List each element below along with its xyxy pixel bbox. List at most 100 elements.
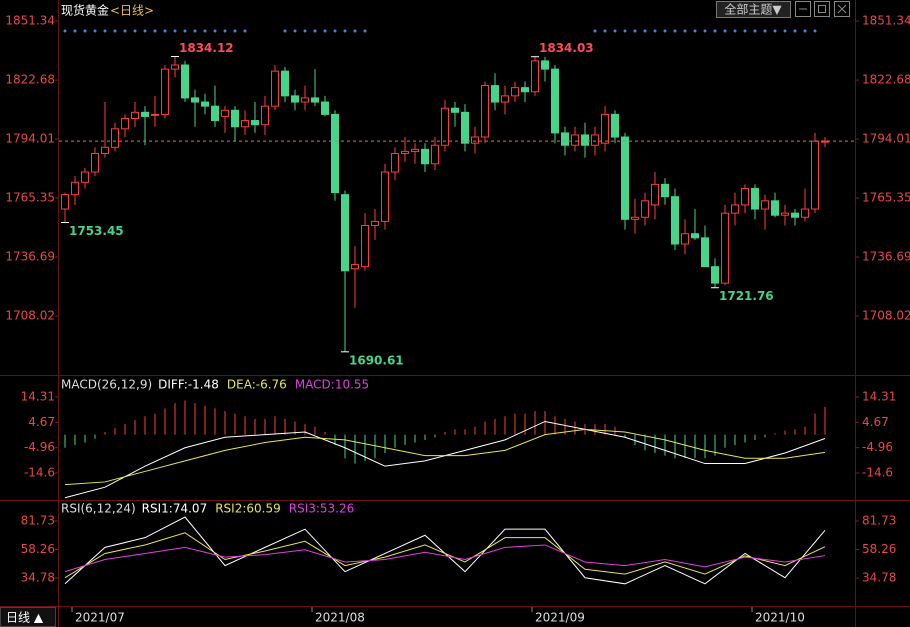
- indicator-line: [64, 544, 826, 573]
- candle-body: [221, 109, 229, 117]
- candle-body: [791, 212, 799, 218]
- legend-entry: RSI2:60.59: [215, 502, 281, 516]
- candle-body: [131, 111, 139, 119]
- event-dot: [293, 29, 297, 33]
- extreme-label: 1834.12: [179, 41, 234, 55]
- candle-body: [601, 113, 609, 144]
- theme-button-label[interactable]: 全部主题▼: [724, 2, 782, 17]
- y-tick-label: 34.78: [21, 571, 55, 585]
- event-dot: [693, 29, 697, 33]
- candle-body: [231, 109, 239, 128]
- candle-body: [521, 87, 529, 93]
- event-dot: [713, 29, 717, 33]
- event-dot: [83, 29, 87, 33]
- event-dot: [783, 29, 787, 33]
- event-dot: [773, 29, 777, 33]
- event-dot: [213, 29, 217, 33]
- legend-entry: MACD:10.55: [295, 378, 369, 392]
- y2-tick-label: 81.73: [862, 514, 896, 528]
- event-dot: [233, 29, 237, 33]
- extreme-label: 1690.61: [349, 353, 404, 367]
- event-dot: [603, 29, 607, 33]
- candle-body: [71, 181, 79, 196]
- candle-body: [351, 264, 359, 270]
- extreme-label: 1753.45: [69, 224, 124, 238]
- candle-body: [261, 105, 269, 126]
- candle-body: [311, 97, 319, 103]
- event-dot: [633, 29, 637, 33]
- candle-body: [371, 220, 379, 226]
- y2-tick-label: 14.31: [862, 390, 896, 404]
- candle-body: [421, 148, 429, 165]
- candle-body: [301, 97, 309, 103]
- candle-body: [631, 216, 639, 220]
- y2-tick-label: 58.26: [862, 542, 896, 556]
- event-dot: [813, 29, 817, 33]
- candle-body: [761, 200, 769, 210]
- indicator-line: [64, 428, 826, 486]
- candle-body: [461, 111, 469, 144]
- candle-body: [741, 187, 749, 206]
- event-dot: [313, 29, 317, 33]
- theme-button[interactable]: [716, 1, 791, 18]
- event-dot: [353, 29, 357, 33]
- minimize-button[interactable]: [795, 1, 811, 17]
- candle-body: [151, 113, 159, 116]
- candle-body: [101, 146, 109, 154]
- event-dot: [113, 29, 117, 33]
- candle-body: [671, 196, 679, 245]
- event-dot: [163, 29, 167, 33]
- candle-body: [701, 237, 709, 268]
- event-dot: [793, 29, 797, 33]
- y-tick-label: 1822.68: [5, 73, 55, 87]
- restore-button[interactable]: [814, 1, 830, 17]
- event-dot: [623, 29, 627, 33]
- candle-body: [711, 266, 719, 284]
- y-tick-label: 1708.02: [5, 308, 55, 322]
- y-tick-label: 1765.35: [5, 191, 55, 205]
- candle-body: [771, 200, 779, 216]
- candle-body: [81, 171, 89, 183]
- y2-tick-label: 1822.68: [862, 73, 910, 87]
- candle-body: [321, 101, 329, 115]
- icon: [837, 4, 847, 14]
- event-dot: [63, 29, 67, 33]
- event-dot: [123, 29, 127, 33]
- candle-body: [271, 70, 279, 107]
- candle-body: [411, 148, 419, 152]
- event-dot: [323, 29, 327, 33]
- y2-tick-label: 1851.34: [862, 14, 910, 28]
- candle-body: [511, 87, 519, 97]
- extreme-label: 1834.03: [539, 41, 594, 55]
- candle-body: [501, 95, 509, 103]
- event-dot: [613, 29, 617, 33]
- close-button[interactable]: [834, 1, 850, 17]
- x-tick-label: 2021/09: [535, 611, 585, 625]
- event-dot: [643, 29, 647, 33]
- candle-body: [481, 85, 489, 138]
- event-dot: [243, 29, 247, 33]
- candle-body: [441, 107, 449, 146]
- event-dot: [133, 29, 137, 33]
- event-dot: [663, 29, 667, 33]
- candle-body: [191, 97, 199, 103]
- period-label[interactable]: 日线 ▲: [6, 611, 44, 625]
- candle-body: [571, 134, 579, 146]
- chart-subtitle: <日线>: [110, 4, 154, 18]
- event-dot: [733, 29, 737, 33]
- legend-entry: DIFF:-1.48: [158, 378, 219, 392]
- candle-body: [491, 85, 499, 103]
- indicator-line: [64, 532, 826, 579]
- candle-body: [751, 187, 759, 210]
- candle-body: [621, 136, 629, 220]
- candle-body: [641, 200, 649, 218]
- candle-body: [391, 152, 399, 173]
- event-dot: [223, 29, 227, 33]
- candle-body: [781, 212, 789, 216]
- y-tick-label: 81.73: [21, 514, 55, 528]
- candle-body: [401, 150, 409, 154]
- y2-tick-label: 1794.01: [862, 132, 910, 146]
- event-dot: [283, 29, 287, 33]
- legend-entry: RSI1:74.07: [142, 502, 208, 516]
- candle-body: [451, 107, 459, 113]
